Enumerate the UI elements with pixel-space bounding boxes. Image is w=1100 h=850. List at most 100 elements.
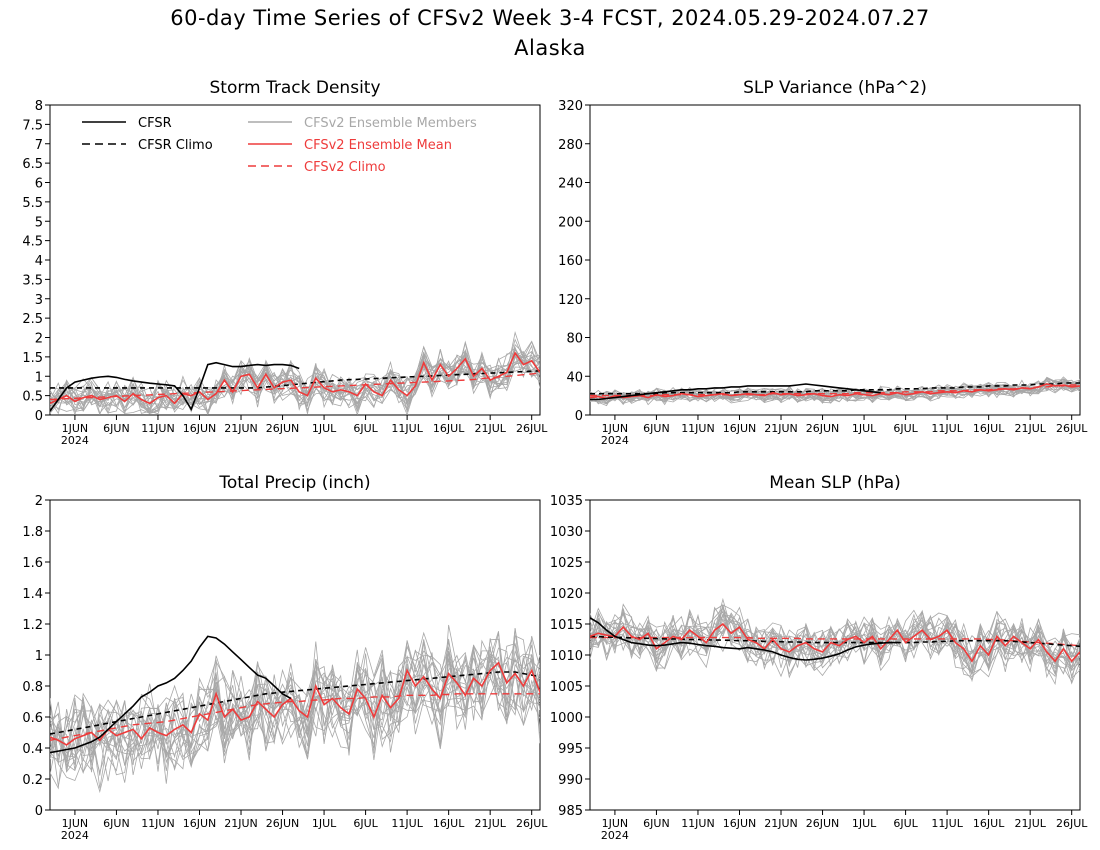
ensemble-member-line (590, 603, 1080, 683)
chart-panel-3: Total Precip (inch) 0 0.2 0.4 0.6 0.8 1 1.2 1.4 1… (22, 473, 548, 842)
y-tick-label: 0 (35, 804, 43, 819)
y-tick-label: 80 (566, 332, 583, 347)
x-tick-label: 6JUL (893, 422, 918, 435)
ensemble-member-line (590, 381, 1080, 404)
y-tick-label: 1.5 (22, 351, 43, 366)
x-tick-label: 26JUL (1056, 422, 1088, 435)
legend-label: CFSv2 Climo (304, 160, 386, 175)
ensemble-member-line (50, 631, 540, 762)
y-tick-label: 1.2 (22, 618, 43, 633)
plot-area (590, 376, 1080, 407)
y-tick-label: 2 (35, 494, 43, 509)
y-tick-label: 1 (35, 370, 43, 385)
legend-label: CFSv2 Ensemble Members (304, 116, 477, 131)
x-tick-label: 1JUN (62, 817, 89, 830)
y-tick-label: 6.5 (22, 157, 43, 172)
y-tick-label: 8 (35, 99, 43, 114)
y-tick-label: 0 (575, 409, 583, 424)
ensemble-mean-line (50, 661, 540, 746)
y-tick-label: 5.5 (22, 196, 43, 211)
ensemble-member-line (590, 612, 1080, 679)
ensemble-member-line (50, 624, 540, 767)
x-tick-label: 11JUN (141, 422, 175, 435)
x-tick-label: 11JUL (391, 817, 423, 830)
x-tick-label: 11JUN (141, 817, 175, 830)
ensemble-mean-line (50, 351, 540, 405)
ensemble-member-line (590, 604, 1080, 672)
x-tick-label: 1JUL (312, 817, 337, 830)
ensemble-member-line (50, 338, 540, 415)
x-tick-label: 16JUL (433, 422, 465, 435)
x-tick-label: 1JUN (62, 422, 89, 435)
y-tick-label: 4.5 (22, 235, 43, 250)
x-tick-label: 21JUN (764, 422, 798, 435)
chart-panel-1: Storm Track Density 0 0.5 1 1.5 2 2.5 3 3.5 4 4.5 5… (22, 78, 548, 447)
ensemble-member-line (590, 604, 1080, 685)
y-tick-label: 2.5 (22, 312, 43, 327)
x-tick-label: 26JUL (516, 817, 548, 830)
y-tick-label: 1.4 (22, 587, 43, 602)
x-tick-label: 16JUN (183, 817, 217, 830)
plot-area (50, 331, 540, 415)
cfsr-climo-line (50, 671, 540, 735)
cfsv2-climo-line (50, 372, 540, 401)
y-tick-label: 3.5 (22, 273, 43, 288)
x-tick-label: 1JUN (602, 817, 629, 830)
ensemble-member-line (50, 651, 540, 774)
y-tick-label: 990 (558, 773, 583, 788)
x-tick-label: 6JUN (103, 817, 130, 830)
ensemble-member-line (50, 349, 540, 415)
y-tick-label: 280 (558, 138, 583, 153)
y-tick-label: 3 (35, 293, 43, 308)
cfsv2-climo-line (590, 636, 1080, 647)
cfsr-line (590, 617, 898, 661)
x-tick-label: 21JUL (1014, 817, 1046, 830)
cfsr-climo-line (50, 370, 540, 389)
plot-area (590, 597, 1080, 686)
y-tick-label: 1020 (550, 587, 583, 602)
plot-frame (589, 104, 1081, 416)
cfsv2-climo-line (590, 384, 1080, 397)
y-tick-label: 1.8 (22, 525, 43, 540)
y-tick-label: 0.6 (22, 711, 43, 726)
panel-title: Total Precip (inch) (218, 473, 370, 493)
cfsv2-climo-line (50, 693, 540, 741)
x-year-label: 2024 (601, 829, 629, 842)
y-tick-label: 0.5 (22, 390, 43, 405)
legend: CFSR CFSR Climo CFSv2 Ensemble Members CFSv… (82, 116, 477, 175)
cfsr-climo-line (590, 635, 1080, 648)
ensemble-member-line (50, 654, 540, 789)
x-tick-label: 21JUN (224, 817, 258, 830)
x-tick-label: 21JUL (474, 422, 506, 435)
y-tick-label: 0.4 (22, 742, 43, 757)
x-tick-label: 6JUN (643, 422, 670, 435)
x-tick-label: 26JUN (806, 817, 840, 830)
panel-title: Storm Track Density (209, 78, 380, 98)
x-tick-label: 11JUL (931, 817, 963, 830)
x-tick-label: 6JUN (643, 817, 670, 830)
y-tick-label: 995 (558, 742, 583, 757)
y-tick-label: 0 (35, 409, 43, 424)
x-tick-label: 16JUL (973, 817, 1005, 830)
y-tick-label: 0.2 (22, 773, 43, 788)
x-tick-label: 11JUL (391, 422, 423, 435)
y-tick-label: 6 (35, 177, 43, 192)
x-tick-label: 26JUN (806, 422, 840, 435)
x-tick-label: 16JUL (433, 817, 465, 830)
legend-label: CFSR (138, 116, 172, 131)
plot-area (50, 624, 540, 794)
y-tick-label: 5 (35, 215, 43, 230)
x-tick-label: 26JUN (266, 817, 300, 830)
x-tick-label: 16JUN (723, 817, 757, 830)
x-tick-label: 11JUN (681, 817, 715, 830)
ensemble-member-line (590, 615, 1080, 670)
legend-label: CFSR Climo (138, 138, 213, 153)
ensemble-mean-line (590, 622, 1080, 663)
x-tick-label: 1JUN (602, 422, 629, 435)
x-tick-label: 21JUL (474, 817, 506, 830)
panel-title: Mean SLP (hPa) (769, 473, 901, 493)
x-tick-label: 1JUL (312, 422, 337, 435)
x-tick-label: 6JUL (893, 817, 918, 830)
ensemble-member-line (50, 340, 540, 415)
